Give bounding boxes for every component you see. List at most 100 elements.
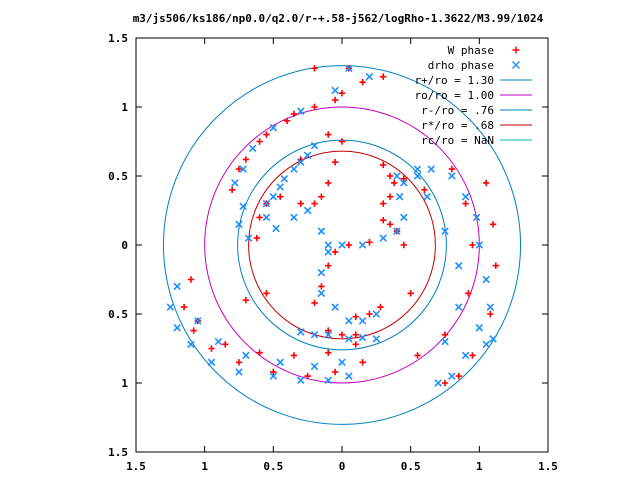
data-point <box>173 324 181 332</box>
data-point <box>276 358 284 367</box>
data-point <box>222 341 229 348</box>
data-point <box>242 351 250 360</box>
data-point <box>352 313 359 320</box>
legend-label: ro/ro = 1.00 <box>415 89 494 102</box>
data-point <box>454 261 463 270</box>
legend-label: W phase <box>448 44 494 57</box>
data-point <box>492 262 500 269</box>
data-point <box>318 193 325 200</box>
legend-marker <box>512 46 520 54</box>
data-point <box>400 179 408 187</box>
chart-title: m3/js506/ks186/np0.0/q2.0/r-+.58-j562/lo… <box>133 12 544 25</box>
data-point <box>190 327 197 334</box>
data-point <box>441 379 449 387</box>
data-point <box>269 372 278 380</box>
data-point <box>400 175 407 182</box>
data-point <box>358 333 367 342</box>
reference-circle-0 <box>162 65 522 425</box>
data-point <box>173 282 181 291</box>
data-point <box>231 179 239 187</box>
y-tick-label: 1.5 <box>108 32 128 45</box>
legend: W phase drho phase r+/ro = 1.30 ro/ro = 1.0… <box>415 44 532 147</box>
data-point <box>166 303 175 311</box>
data-point <box>262 199 271 208</box>
data-point <box>427 165 436 173</box>
data-point <box>486 303 495 311</box>
data-point <box>434 379 442 387</box>
data-point <box>297 376 305 385</box>
data-point <box>235 359 243 366</box>
data-point <box>386 172 394 180</box>
data-point <box>256 138 263 145</box>
data-point <box>377 303 384 311</box>
data-point <box>325 262 332 269</box>
y-tick-label: 0.5 <box>108 170 128 183</box>
data-point <box>290 110 298 118</box>
data-point <box>461 192 470 201</box>
data-point <box>269 123 278 132</box>
data-point <box>489 335 497 343</box>
data-point <box>297 200 304 207</box>
data-point <box>317 268 326 277</box>
data-point <box>239 202 247 211</box>
data-point <box>256 349 263 356</box>
data-point <box>303 206 312 215</box>
x-tick-label: 0.5 <box>401 460 421 473</box>
data-point <box>454 303 463 311</box>
data-point <box>253 234 261 242</box>
scatter-series <box>166 64 500 387</box>
data-point <box>413 165 422 173</box>
data-point <box>345 241 353 249</box>
x-tick-label: 1 <box>201 460 208 473</box>
data-point <box>207 358 216 367</box>
data-point <box>414 352 421 359</box>
data-point <box>235 368 243 376</box>
data-point <box>297 107 305 115</box>
data-point <box>386 193 394 200</box>
reference-circle-3 <box>248 150 436 340</box>
data-point <box>395 192 404 201</box>
y-tick-label: 1 <box>121 101 128 114</box>
data-point <box>269 192 278 201</box>
data-point <box>325 131 332 138</box>
data-point <box>180 303 188 311</box>
data-point <box>487 310 494 318</box>
data-point <box>379 234 387 242</box>
data-point <box>331 159 339 166</box>
data-point <box>280 174 289 183</box>
data-point <box>462 200 469 207</box>
data-point <box>345 372 353 380</box>
data-point <box>325 327 332 334</box>
data-point <box>256 214 263 221</box>
data-point <box>390 179 398 187</box>
data-point <box>324 376 333 385</box>
data-point <box>290 213 298 222</box>
data-point <box>380 200 387 207</box>
data-point <box>331 368 339 376</box>
data-point <box>311 200 318 207</box>
data-point <box>331 303 339 311</box>
data-point <box>345 335 353 343</box>
data-point <box>413 172 422 180</box>
data-point <box>311 299 318 307</box>
data-point <box>380 216 387 224</box>
data-point <box>372 310 381 318</box>
data-point <box>338 138 346 145</box>
y-tick-label: 1.5 <box>108 446 128 459</box>
data-point <box>472 213 481 222</box>
x-tick-label: 0 <box>339 460 346 473</box>
legend-label: r*/ro = .68 <box>421 119 494 132</box>
data-point <box>358 241 367 249</box>
data-point <box>338 90 346 97</box>
data-point <box>331 248 339 256</box>
data-point <box>482 275 490 284</box>
data-point <box>310 141 319 150</box>
data-point <box>393 172 401 180</box>
data-point <box>283 117 291 124</box>
data-point <box>475 241 484 249</box>
axis-ticks: 1.5 1 0.5 0 0.5 1 1.51.510.500.511.5 <box>108 32 558 473</box>
data-point <box>338 358 346 367</box>
data-point <box>448 372 456 380</box>
data-point <box>325 179 332 187</box>
